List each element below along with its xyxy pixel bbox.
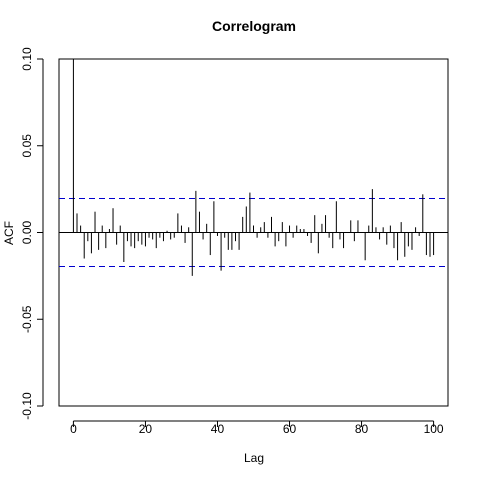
- x-axis: 0 20 40 60 80 100: [70, 420, 444, 436]
- x-tick-label: 100: [424, 422, 444, 436]
- y-tick-label: -0.05: [20, 305, 34, 333]
- x-axis-label: Lag: [244, 451, 264, 465]
- x-tick-label: 20: [139, 422, 153, 436]
- x-tick-label: 40: [211, 422, 225, 436]
- x-tick-label: 0: [70, 422, 77, 436]
- y-tick-label: 0.00: [20, 220, 34, 244]
- y-tick-label: 0.10: [20, 47, 34, 71]
- y-axis: -0.10 -0.05 0.00 0.05 0.10: [20, 47, 44, 420]
- y-tick-label: 0.05: [20, 134, 34, 158]
- y-axis-label: ACF: [2, 221, 16, 245]
- x-tick-label: 60: [283, 422, 297, 436]
- chart-title: Correlogram: [212, 18, 296, 34]
- x-tick-label: 80: [355, 422, 369, 436]
- y-tick-label: -0.10: [20, 392, 34, 420]
- acf-spikes: [72, 59, 435, 276]
